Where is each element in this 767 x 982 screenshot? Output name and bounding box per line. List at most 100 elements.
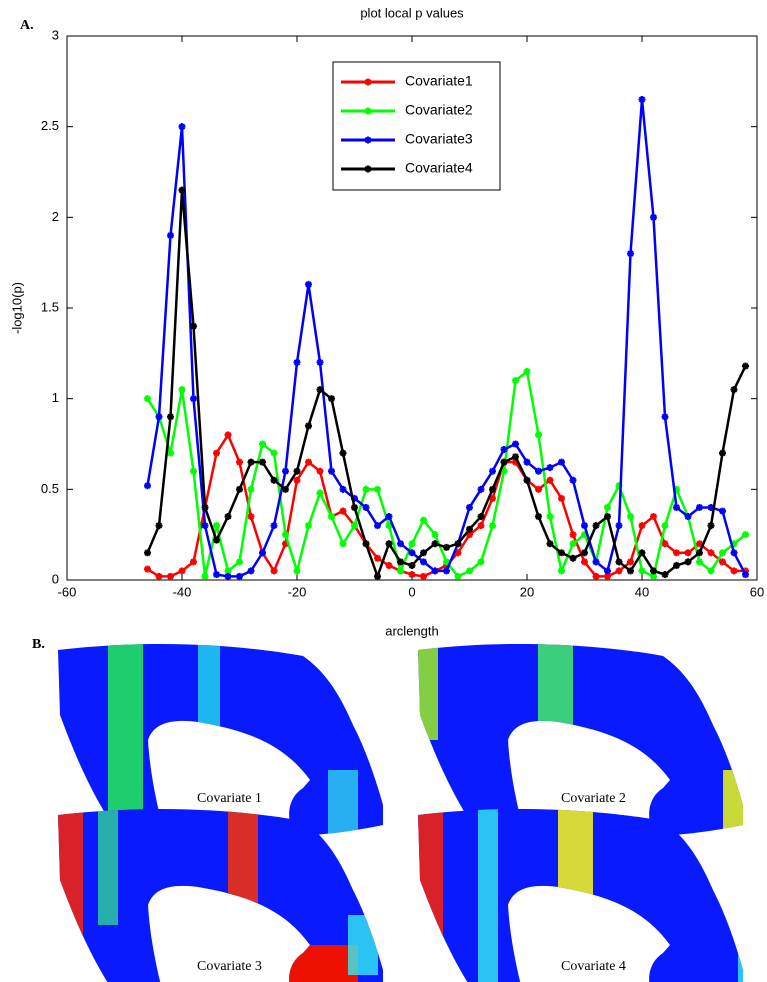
point-marker [431, 540, 439, 548]
x-tick-label: 20 [520, 584, 534, 599]
point-marker [190, 558, 197, 566]
y-tick-label: 0.5 [41, 481, 59, 496]
point-marker [316, 489, 324, 497]
point-marker [351, 494, 358, 502]
point-marker [535, 513, 542, 521]
point-marker [213, 449, 220, 457]
point-marker [661, 571, 669, 579]
point-marker [443, 561, 450, 569]
point-marker [190, 467, 197, 475]
point-marker [535, 431, 542, 439]
point-marker [615, 522, 623, 530]
panel-label: A. [20, 18, 34, 33]
point-marker [247, 485, 255, 493]
point-marker [627, 250, 634, 258]
point-marker [431, 567, 439, 575]
point-marker [443, 543, 450, 551]
point-marker [673, 485, 680, 493]
point-marker [259, 549, 266, 557]
point-marker [500, 445, 508, 453]
y-tick-label: 0 [52, 571, 59, 586]
legend-swatch [364, 107, 372, 115]
point-marker [730, 540, 738, 548]
point-marker [339, 485, 347, 493]
point-marker [282, 531, 289, 539]
point-marker [673, 561, 680, 569]
point-marker [477, 522, 485, 530]
point-marker [420, 516, 427, 524]
point-marker [270, 449, 278, 457]
point-marker [592, 558, 600, 566]
point-marker [466, 567, 473, 575]
point-marker [305, 458, 312, 466]
point-marker [397, 567, 404, 575]
plot-area: -60 -40 -20 0 20 40 6000.511.522.53Covariate1C… [41, 27, 764, 599]
point-marker [305, 422, 312, 430]
point-marker [293, 358, 301, 366]
chart-title: plot local p values [360, 5, 464, 20]
point-marker [627, 567, 634, 575]
point-marker [581, 549, 588, 557]
series-line [146, 432, 746, 578]
y-tick-label: 2 [52, 209, 59, 224]
point-marker [638, 95, 646, 103]
point-marker [316, 467, 324, 475]
point-marker [397, 558, 404, 566]
point-marker [339, 540, 347, 548]
point-marker [385, 513, 393, 521]
point-marker [719, 507, 726, 515]
point-marker [178, 567, 186, 575]
point-marker [236, 558, 243, 566]
point-marker [293, 567, 301, 575]
point-marker [374, 485, 381, 493]
legend-swatch [364, 165, 372, 173]
point-marker [144, 395, 151, 403]
point-marker [270, 567, 278, 575]
point-marker [546, 513, 554, 521]
point-marker [615, 567, 623, 575]
point-marker [650, 572, 657, 580]
point-marker [316, 358, 324, 366]
point-marker [454, 572, 462, 580]
point-marker [638, 522, 646, 530]
point-marker [523, 458, 531, 466]
point-marker [213, 536, 220, 544]
point-marker [408, 571, 416, 579]
point-marker [581, 558, 588, 566]
point-marker [558, 494, 565, 502]
point-marker [213, 522, 220, 530]
point-marker [259, 458, 266, 466]
x-tick-label: -40 [173, 584, 192, 599]
point-marker [420, 572, 427, 580]
point-marker [466, 503, 473, 511]
point-marker [500, 458, 508, 466]
point-marker [328, 513, 335, 521]
point-marker [190, 322, 197, 330]
legend: Covariate1 Covariate2 Covariate3 Covariate4 [332, 61, 501, 191]
point-marker [546, 476, 554, 484]
point-marker [443, 558, 450, 566]
point-marker [374, 554, 381, 562]
point-marker [247, 513, 255, 521]
point-marker [638, 549, 646, 557]
x-tick-label: -20 [288, 584, 307, 599]
x-tick-label: 40 [635, 584, 649, 599]
point-marker [592, 572, 600, 580]
point-marker [178, 123, 186, 131]
point-marker [696, 503, 703, 511]
image-caption: Covariate 3 [197, 959, 262, 974]
point-marker [581, 522, 588, 530]
legend-swatch [364, 78, 372, 86]
y-tick-label: 1.5 [41, 299, 59, 314]
point-marker [155, 522, 163, 530]
point-marker [742, 531, 749, 539]
point-marker [569, 554, 577, 562]
point-marker [362, 503, 370, 511]
point-marker [293, 467, 301, 475]
legend-swatch [364, 136, 372, 144]
point-marker [408, 561, 416, 569]
point-marker [155, 413, 163, 421]
point-marker [512, 453, 519, 461]
